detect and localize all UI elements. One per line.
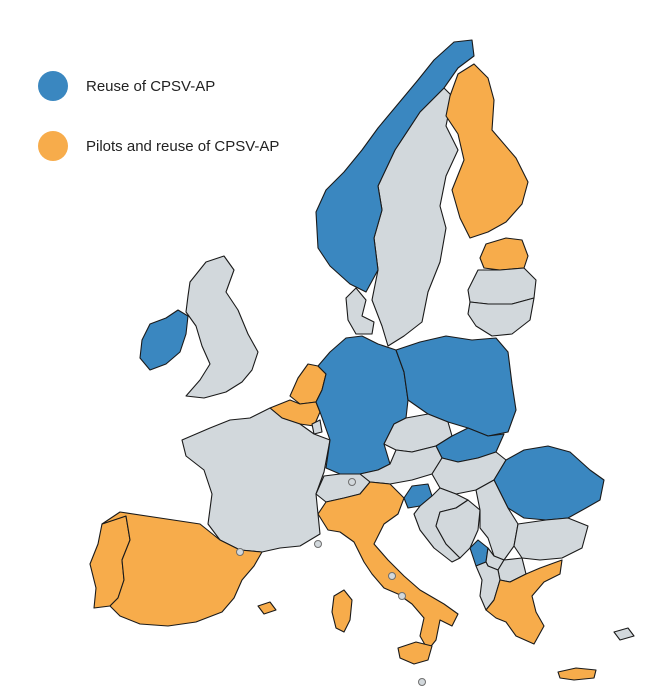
microstate-marker xyxy=(388,572,396,580)
region-bosnia xyxy=(435,499,481,559)
region-spain-balearic xyxy=(257,601,277,615)
region-bulgaria xyxy=(513,517,589,561)
region-norway xyxy=(315,39,475,293)
region-denmark xyxy=(345,287,375,335)
region-uk xyxy=(185,255,259,399)
region-finland xyxy=(445,63,529,239)
region-italy-sicily xyxy=(397,641,433,665)
microstate-marker xyxy=(418,678,426,686)
region-latvia xyxy=(467,267,537,305)
legend-item-pilots: Pilots and reuse of CPSV-AP xyxy=(38,124,279,168)
region-italy-sardinia xyxy=(331,589,353,633)
region-estonia xyxy=(479,237,529,271)
legend-label-reuse: Reuse of CPSV-AP xyxy=(86,77,216,95)
region-romania xyxy=(493,445,605,521)
region-greece xyxy=(485,559,563,645)
map-legend: Reuse of CPSV-AP Pilots and reuse of CPS… xyxy=(38,64,279,184)
microstate-marker xyxy=(398,592,406,600)
microstate-marker xyxy=(236,548,244,556)
region-cyprus xyxy=(613,627,635,641)
region-germany xyxy=(315,335,409,475)
region-luxembourg xyxy=(311,419,323,435)
region-greece-crete xyxy=(557,667,597,681)
region-ireland xyxy=(139,309,189,371)
region-lithuania xyxy=(467,297,535,337)
microstate-marker xyxy=(348,478,356,486)
region-spain xyxy=(101,511,263,627)
region-italy xyxy=(317,481,459,651)
legend-label-pilots: Pilots and reuse of CPSV-AP xyxy=(86,137,280,155)
microstate-marker xyxy=(314,540,322,548)
legend-item-reuse: Reuse of CPSV-AP xyxy=(38,64,279,108)
region-sweden xyxy=(371,87,459,347)
legend-swatch-pilots xyxy=(38,131,68,161)
legend-swatch-reuse xyxy=(38,71,68,101)
